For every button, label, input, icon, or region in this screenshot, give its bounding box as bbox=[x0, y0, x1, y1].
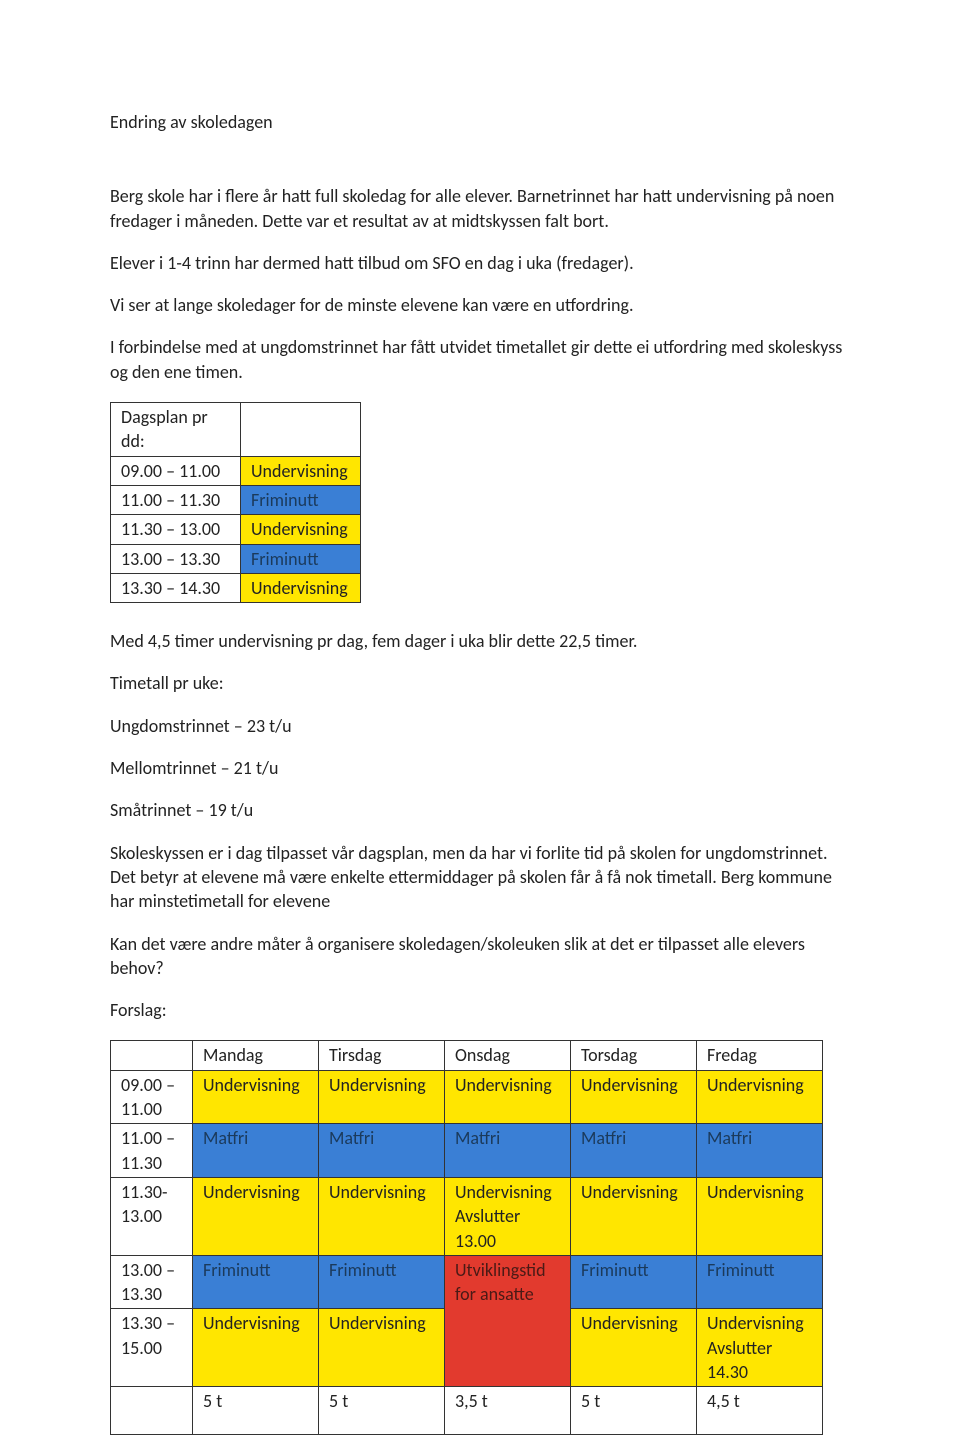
forslag-cell: Undervisning bbox=[193, 1309, 319, 1387]
forslag-time: 11.00 – 11.30 bbox=[111, 1124, 193, 1178]
body-paragraph: Skoleskyssen er i dag tilpasset vår dags… bbox=[110, 841, 850, 914]
intro-paragraph: Vi ser at lange skoledager for de minste… bbox=[110, 293, 850, 317]
forslag-time: 13.30 – 15.00 bbox=[111, 1309, 193, 1387]
body-paragraph: Med 4,5 timer undervisning pr dag, fem d… bbox=[110, 629, 850, 653]
forslag-col-header: Tirsdag bbox=[319, 1041, 445, 1070]
dagsplan-activity: Undervisning bbox=[241, 515, 361, 544]
body-paragraph: Småtrinnet – 19 t/u bbox=[110, 798, 850, 822]
forslag-cell: Friminutt bbox=[319, 1255, 445, 1309]
body-paragraph: Timetall pr uke: bbox=[110, 671, 850, 695]
dagsplan-time: 13.00 – 13.30 bbox=[111, 544, 241, 573]
forslag-cell: Undervisning bbox=[319, 1070, 445, 1124]
forslag-col-header: Mandag bbox=[193, 1041, 319, 1070]
dagsplan-activity: Undervisning bbox=[241, 456, 361, 485]
intro-paragraph: Elever i 1-4 trinn har dermed hatt tilbu… bbox=[110, 251, 850, 275]
forslag-col-header: Onsdag bbox=[445, 1041, 571, 1070]
forslag-cell: Undervisning bbox=[697, 1177, 823, 1255]
forslag-cell: Friminutt bbox=[193, 1255, 319, 1309]
body-paragraph: Forslag: bbox=[110, 998, 850, 1022]
dagsplan-time: 11.30 – 13.00 bbox=[111, 515, 241, 544]
forslag-cell: Matfri bbox=[319, 1124, 445, 1178]
body-paragraph: Kan det være andre måter å organisere sk… bbox=[110, 932, 850, 981]
intro-paragraphs: Berg skole har i flere år hatt full skol… bbox=[110, 184, 850, 384]
forslag-time: 11.30- 13.00 bbox=[111, 1177, 193, 1255]
forslag-cell: Undervisning Avslutter 14.30 bbox=[697, 1309, 823, 1387]
forslag-cell: Matfri bbox=[193, 1124, 319, 1178]
forslag-cell: Undervisning bbox=[571, 1070, 697, 1124]
dagsplan-time: 09.00 – 11.00 bbox=[111, 456, 241, 485]
body-paragraph: Ungdomstrinnet – 23 t/u bbox=[110, 714, 850, 738]
forslag-cell: Utviklingstid for ansatte bbox=[445, 1255, 571, 1386]
forslag-cell: Matfri bbox=[697, 1124, 823, 1178]
dagsplan-activity: Friminutt bbox=[241, 544, 361, 573]
forslag-time bbox=[111, 1387, 193, 1435]
forslag-cell: Matfri bbox=[445, 1124, 571, 1178]
dagsplan-activity: Friminutt bbox=[241, 485, 361, 514]
forslag-col-header: Torsdag bbox=[571, 1041, 697, 1070]
forslag-table: MandagTirsdagOnsdagTorsdagFredag 09.00 – … bbox=[110, 1040, 823, 1435]
forslag-cell: 4,5 t bbox=[697, 1387, 823, 1435]
dagsplan-header-empty bbox=[241, 403, 361, 457]
forslag-cell: 5 t bbox=[571, 1387, 697, 1435]
forslag-cell: Friminutt bbox=[571, 1255, 697, 1309]
forslag-cell: 5 t bbox=[319, 1387, 445, 1435]
body-paragraph: Mellomtrinnet – 21 t/u bbox=[110, 756, 850, 780]
forslag-cell: 5 t bbox=[193, 1387, 319, 1435]
intro-paragraph: I forbindelse med at ungdomstrinnet har … bbox=[110, 335, 850, 384]
forslag-cell: Undervisning bbox=[697, 1070, 823, 1124]
forslag-col-header bbox=[111, 1041, 193, 1070]
dagsplan-time: 13.30 – 14.30 bbox=[111, 573, 241, 602]
forslag-cell: Undervisning bbox=[193, 1070, 319, 1124]
dagsplan-time: 11.00 – 11.30 bbox=[111, 485, 241, 514]
forslag-col-header: Fredag bbox=[697, 1041, 823, 1070]
dagsplan-header: Dagsplan pr dd: bbox=[111, 403, 241, 457]
forslag-cell: Undervisning bbox=[319, 1177, 445, 1255]
forslag-cell: Matfri bbox=[571, 1124, 697, 1178]
intro-paragraph: Berg skole har i flere år hatt full skol… bbox=[110, 184, 850, 233]
forslag-cell: 3,5 t bbox=[445, 1387, 571, 1435]
body-paragraphs: Med 4,5 timer undervisning pr dag, fem d… bbox=[110, 629, 850, 1022]
forslag-cell: Undervisning bbox=[193, 1177, 319, 1255]
forslag-time: 09.00 – 11.00 bbox=[111, 1070, 193, 1124]
forslag-cell: Undervisning bbox=[445, 1070, 571, 1124]
forslag-cell: Undervisning bbox=[571, 1177, 697, 1255]
dagsplan-table: Dagsplan pr dd: 09.00 – 11.00Undervisnin… bbox=[110, 402, 361, 603]
dagsplan-activity: Undervisning bbox=[241, 573, 361, 602]
forslag-cell: Undervisning bbox=[319, 1309, 445, 1387]
forslag-cell: Undervisning bbox=[571, 1309, 697, 1387]
forslag-cell: Friminutt bbox=[697, 1255, 823, 1309]
page-title: Endring av skoledagen bbox=[110, 110, 850, 134]
forslag-time: 13.00 – 13.30 bbox=[111, 1255, 193, 1309]
forslag-cell: Undervisning Avslutter 13.00 bbox=[445, 1177, 571, 1255]
